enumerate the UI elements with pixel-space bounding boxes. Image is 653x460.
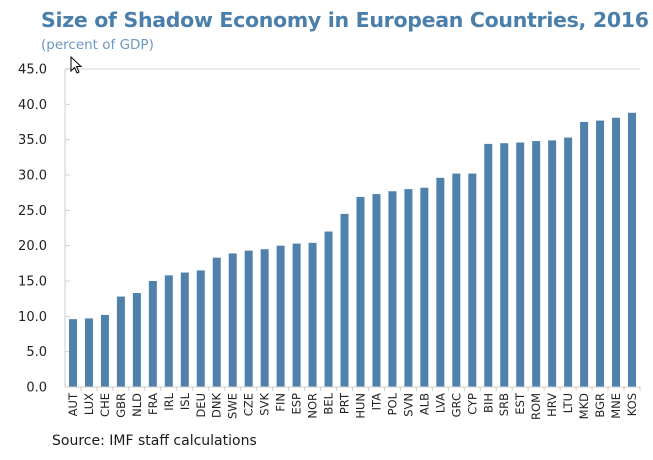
y-tick-label: 25.0 <box>18 204 47 219</box>
chart-title: Size of Shadow Economy in European Count… <box>41 8 649 32</box>
bar-hun <box>356 196 365 387</box>
x-tick-label: DEU <box>194 393 208 418</box>
x-tick-label: GBR <box>114 393 128 418</box>
bar-lux <box>84 318 93 387</box>
x-tick-label: MKD <box>577 393 591 419</box>
y-tick-label: 0.0 <box>26 381 47 396</box>
x-tick-label: NLD <box>130 393 144 417</box>
bar-fin <box>276 245 285 387</box>
x-tick-label: BIH <box>481 393 495 413</box>
bar-nor <box>308 242 317 387</box>
source-note: Source: IMF staff calculations <box>52 433 257 449</box>
x-tick-label: SVN <box>401 393 415 417</box>
y-tick-label: 5.0 <box>26 345 47 360</box>
x-tick-label: LTU <box>561 393 575 413</box>
mouse-cursor-icon <box>70 56 83 74</box>
x-tick-label: DNK <box>210 393 224 418</box>
x-tick-label: CYP <box>465 393 479 415</box>
x-tick-label: KOS <box>625 393 639 416</box>
x-tick-label: PRT <box>338 392 352 414</box>
x-tick-label: ALB <box>417 393 431 415</box>
bar-pol <box>388 191 397 387</box>
y-tick-label: 10.0 <box>18 310 47 325</box>
x-tick-label: BEL <box>322 392 336 414</box>
x-tick-label: POL <box>385 392 399 415</box>
bar-est <box>516 142 525 387</box>
x-tick-label: CHE <box>98 393 112 417</box>
x-tick-label: MNE <box>609 393 623 419</box>
bar-bgr <box>596 120 605 387</box>
bar-ita <box>372 194 381 387</box>
x-tick-label: FIN <box>274 393 288 412</box>
y-tick-label: 45.0 <box>18 63 47 78</box>
bar-svn <box>404 189 413 387</box>
bar-hrv <box>548 140 557 387</box>
x-tick-label: IRL <box>162 392 176 410</box>
x-tick-label: HUN <box>353 393 367 419</box>
y-tick-label: 15.0 <box>18 275 47 290</box>
bar-bih <box>484 143 493 387</box>
bar-ltu <box>564 137 573 387</box>
x-tick-label: CZE <box>242 393 256 416</box>
y-tick-label: 35.0 <box>18 133 47 148</box>
bar-mkd <box>580 122 589 387</box>
x-tick-label: ISL <box>178 392 192 410</box>
bar-gbr <box>116 296 125 387</box>
x-tick-label: FRA <box>146 393 160 415</box>
bar-prt <box>340 213 349 387</box>
bar-dnk <box>212 257 221 387</box>
bar-bel <box>324 231 333 387</box>
bar-lva <box>436 177 445 387</box>
bar-esp <box>292 243 301 387</box>
bar-kos <box>628 112 637 388</box>
bar-svk <box>260 249 269 387</box>
bar-srb <box>500 143 509 387</box>
bar-deu <box>196 270 205 387</box>
y-tick-label: 40.0 <box>18 98 47 113</box>
bar-swe <box>228 253 237 387</box>
x-tick-label: LUX <box>82 393 96 415</box>
x-axis: AUT LUX CHE GBR NLD FRA IRL ISL DEU DNK SWE CZE SVK F… <box>65 386 641 420</box>
x-tick-label: LVA <box>433 393 447 413</box>
x-tick-label: NOR <box>306 393 320 419</box>
bar-alb <box>420 187 429 387</box>
x-tick-label: ESP <box>290 393 304 415</box>
bar-cze <box>244 250 253 387</box>
bar-cyp <box>468 173 477 387</box>
x-tick-label: SWE <box>226 393 240 419</box>
y-tick-label: 20.0 <box>18 239 47 254</box>
x-tick-label: EST <box>513 392 527 415</box>
x-tick-label: ROM <box>529 393 543 420</box>
bar-aut <box>68 319 77 387</box>
bar-che <box>100 314 109 387</box>
bar-isl <box>180 272 189 387</box>
bar-nld <box>132 293 141 387</box>
x-tick-label: SRB <box>497 393 511 416</box>
x-tick-label: SVK <box>258 393 272 416</box>
bars <box>68 112 637 388</box>
chart-subtitle: (percent of GDP) <box>41 37 154 53</box>
bar-grc <box>452 173 461 387</box>
y-tick-label: 30.0 <box>18 169 47 184</box>
bar-irl <box>164 275 173 387</box>
bar-rom <box>532 141 541 387</box>
x-tick-label: HRV <box>545 393 559 417</box>
x-tick-label: BGR <box>593 393 607 418</box>
x-tick-label: AUT <box>66 392 80 416</box>
y-axis: 0.0 5.0 10.0 15.0 20.0 25.0 30.0 35.0 40.0 45.0 <box>18 63 640 396</box>
bar-fra <box>148 281 157 387</box>
bar-mne <box>612 117 621 387</box>
x-tick-label: ITA <box>369 393 383 411</box>
x-tick-label: GRC <box>449 393 463 417</box>
